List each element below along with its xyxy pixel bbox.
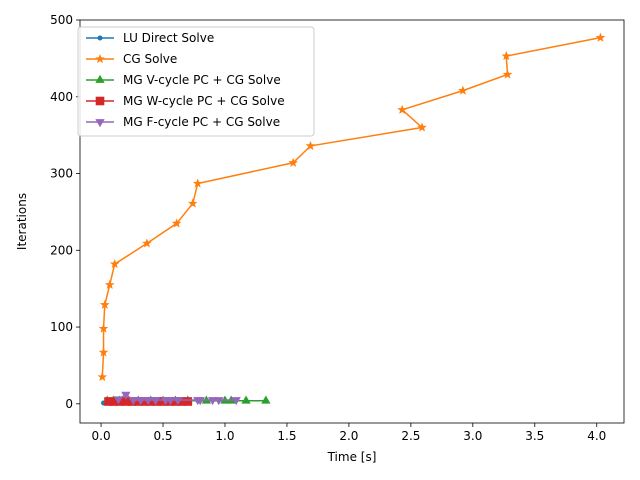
- x-tick-label: 4.0: [587, 429, 606, 443]
- legend-item: MG V-cycle PC + CG Solve: [86, 73, 281, 87]
- y-axis-label: Iterations: [15, 193, 29, 250]
- legend-label: CG Solve: [123, 52, 177, 66]
- data-point: [142, 238, 152, 248]
- data-point: [128, 397, 138, 406]
- data-point: [192, 178, 203, 188]
- data-point: [458, 85, 468, 95]
- legend: LU Direct Solve CG Solve MG V-cycle PC + C…: [77, 26, 315, 137]
- data-point: [109, 259, 120, 269]
- legend-label: MG V-cycle PC + CG Solve: [123, 73, 281, 87]
- x-tick-label: 0.0: [92, 429, 111, 443]
- data-point: [241, 395, 251, 404]
- legend-label: LU Direct Solve: [123, 31, 214, 45]
- data-point: [288, 157, 298, 167]
- x-tick-label: 0.5: [153, 429, 172, 443]
- legend-label: MG F-cycle PC + CG Solve: [123, 115, 280, 129]
- data-point: [97, 371, 108, 382]
- x-axis: 0.0 0.5 1.0 1.5 2.0 2.5 3.0 3.5 4.0: [92, 423, 606, 443]
- data-point: [207, 397, 218, 406]
- data-point: [98, 323, 109, 333]
- legend-item: MG F-cycle PC + CG Solve: [86, 115, 280, 129]
- data-point: [417, 122, 427, 132]
- data-point: [99, 299, 110, 309]
- data-point: [305, 140, 316, 150]
- data-point: [150, 397, 161, 406]
- data-point: [397, 104, 407, 114]
- data-point: [165, 397, 176, 406]
- series-4: [113, 391, 241, 406]
- legend-marker: [95, 53, 105, 64]
- data-point: [104, 279, 115, 289]
- x-axis-label: Time [s]: [327, 450, 377, 464]
- data-point: [171, 218, 182, 228]
- legend-marker: [95, 74, 105, 83]
- x-tick-label: 3.0: [463, 429, 482, 443]
- x-tick-label: 3.5: [525, 429, 544, 443]
- y-axis: 0 100 200 300 400 500: [50, 13, 80, 411]
- data-point: [113, 396, 124, 405]
- x-tick-label: 2.5: [401, 429, 420, 443]
- x-tick-label: 1.5: [277, 429, 296, 443]
- legend-label: MG W-cycle PC + CG Solve: [123, 94, 285, 108]
- legend-marker: [95, 119, 105, 128]
- data-point: [98, 347, 109, 357]
- legend-item: MG W-cycle PC + CG Solve: [86, 94, 285, 108]
- legend-item: CG Solve: [86, 52, 177, 66]
- legend-box: [77, 26, 315, 137]
- plot-frame: [79, 19, 625, 424]
- legend-marker: [95, 96, 105, 106]
- y-tick-label: 200: [50, 243, 73, 257]
- data-point: [214, 397, 224, 406]
- data-point: [121, 391, 131, 400]
- legend-item: LU Direct Solve: [86, 31, 214, 45]
- data-point: [595, 32, 606, 42]
- data-point: [501, 51, 512, 61]
- data-point: [187, 198, 198, 208]
- data-point: [231, 397, 241, 406]
- series-line: [101, 36, 601, 377]
- data-point: [143, 397, 153, 406]
- data-point: [136, 397, 146, 406]
- y-tick-label: 0: [65, 397, 73, 411]
- y-tick-label: 500: [50, 13, 73, 27]
- x-tick-label: 2.0: [339, 429, 358, 443]
- y-tick-label: 100: [50, 320, 73, 334]
- data-point: [195, 397, 205, 406]
- legend-marker: [97, 35, 103, 41]
- data-point: [173, 397, 183, 406]
- series-layer: [97, 32, 606, 406]
- data-point: [183, 397, 193, 406]
- y-tick-label: 400: [50, 90, 73, 104]
- data-point: [261, 395, 271, 404]
- data-point: [502, 69, 513, 79]
- series-1: [97, 32, 606, 382]
- x-tick-label: 1.0: [215, 429, 234, 443]
- y-tick-label: 300: [50, 167, 73, 181]
